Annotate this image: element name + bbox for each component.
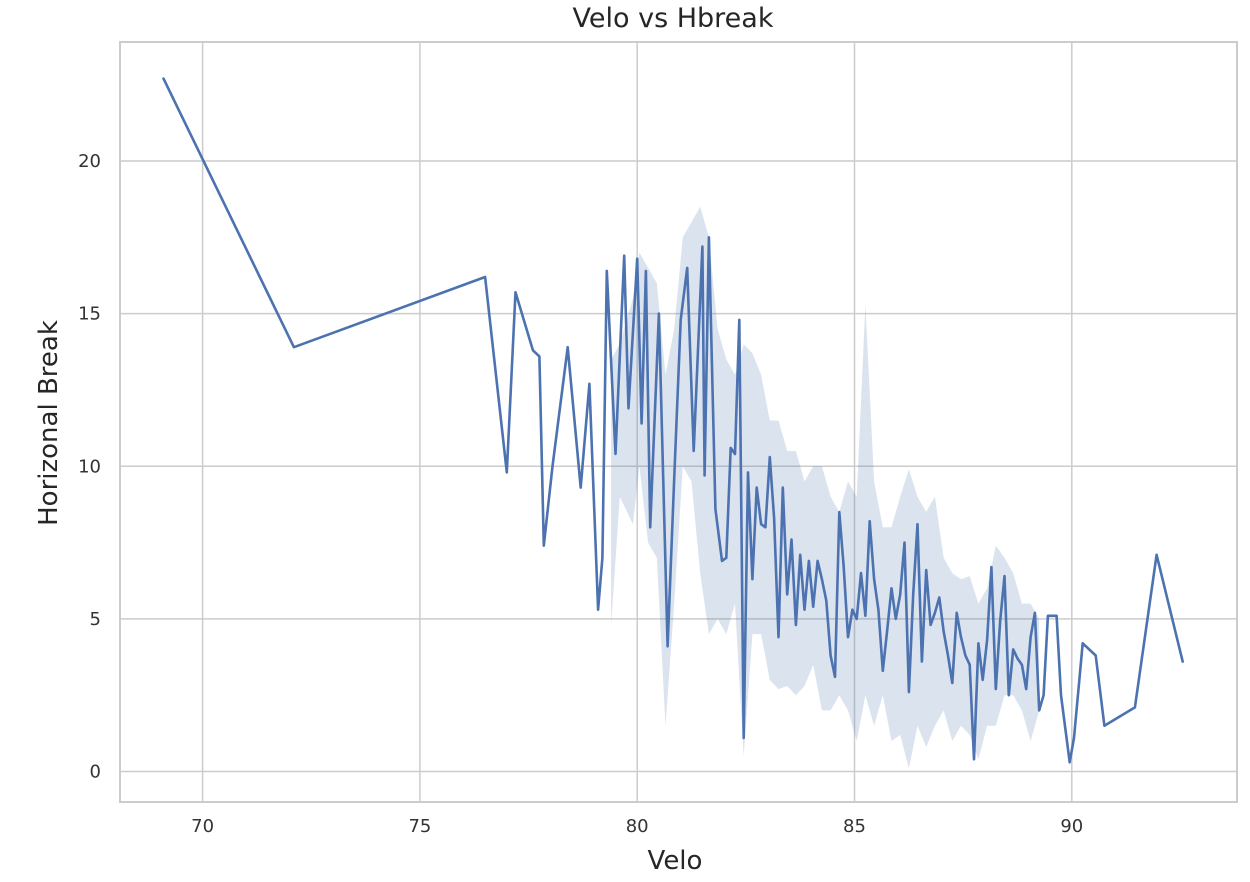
x-axis-label: Velo xyxy=(648,846,703,876)
confidence-band xyxy=(611,206,1040,769)
y-tick-label: 0 xyxy=(90,762,101,783)
x-tick-label: 75 xyxy=(408,816,431,837)
y-axis-label: Horizonal Break xyxy=(34,320,64,526)
x-tick-label: 70 xyxy=(191,816,214,837)
chart-title: Velo vs Hbreak xyxy=(573,3,774,34)
velo-hbreak-line xyxy=(162,77,1184,764)
y-tick-label: 10 xyxy=(78,456,101,477)
series-line xyxy=(162,77,1184,764)
y-tick-label: 15 xyxy=(78,304,101,325)
x-tick-label: 85 xyxy=(843,816,866,837)
x-tick-label: 80 xyxy=(626,816,649,837)
y-tick-label: 20 xyxy=(78,151,101,172)
x-tick-labels: 70 75 80 85 90 xyxy=(191,816,1083,837)
x-tick-label: 90 xyxy=(1060,816,1083,837)
plot-frame xyxy=(119,41,1238,803)
y-tick-labels: 0 5 10 15 20 xyxy=(78,151,101,783)
y-tick-label: 5 xyxy=(90,609,101,630)
grid-lines xyxy=(120,42,1237,802)
confidence-band-area xyxy=(611,206,1040,769)
